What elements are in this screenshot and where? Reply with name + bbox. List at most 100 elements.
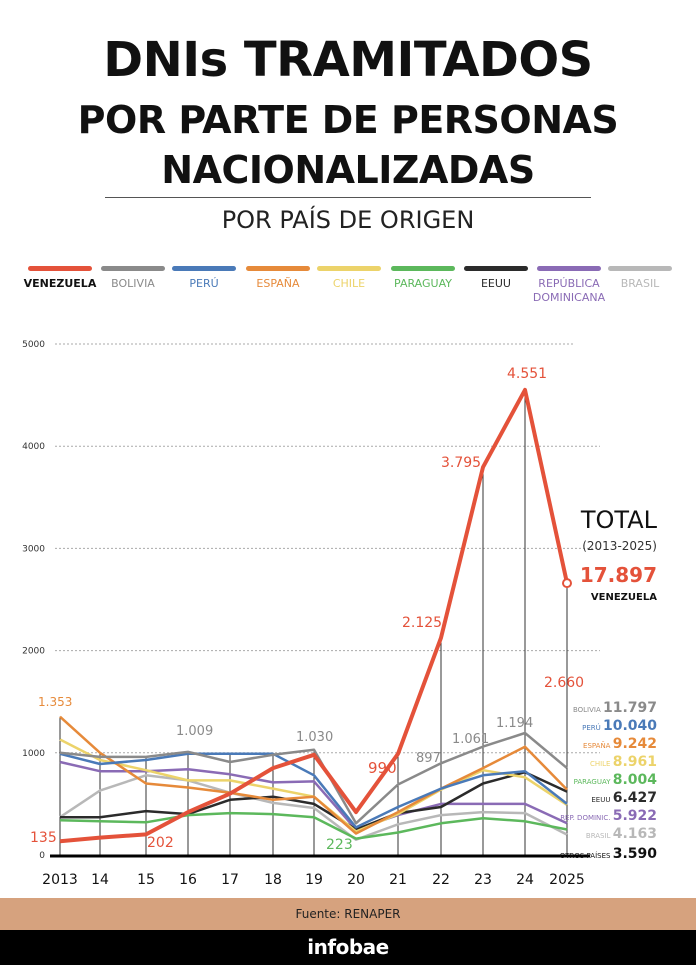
total-item-value: 8.961: [613, 754, 657, 770]
total-item: CHILE 8.961: [590, 754, 657, 770]
series-line-perú: [59, 752, 568, 829]
legend-swatch: [317, 266, 381, 271]
y-tick-label: 5000: [22, 340, 45, 350]
legend-item-república-dominicana: REPÚBLICA DOMINICANA: [529, 266, 609, 305]
total-venezuela-value: 17.897: [580, 563, 657, 587]
total-item: EEUU 6.427: [591, 790, 657, 806]
legend-swatch: [246, 266, 310, 271]
y-tick-label: 4000: [22, 442, 45, 452]
total-item-label: CHILE: [590, 760, 613, 768]
totals-title: TOTAL: [580, 506, 658, 534]
total-item-label: REP. DOMINIC.: [560, 814, 613, 822]
data-label: 4.551: [507, 366, 547, 382]
legend-item-bolivia: BOLIVIA: [93, 266, 173, 291]
total-item-value: 6.427: [613, 790, 657, 806]
total-item-label: BOLIVIA: [573, 706, 603, 714]
x-tick-label: 14: [91, 872, 109, 888]
y-tick-label: 0: [39, 851, 45, 861]
series-line-venezuela: [59, 387, 569, 844]
data-label: 3.795: [441, 455, 481, 471]
legend-swatch: [172, 266, 236, 271]
total-item: ESPAÑA 9.242: [583, 736, 657, 752]
x-tick-label: 15: [137, 872, 155, 888]
legend-label: PARAGUAY: [394, 277, 452, 290]
x-tick-label: 20: [347, 872, 365, 888]
data-label: 2.125: [402, 615, 442, 631]
total-item-value: 8.004: [613, 772, 658, 788]
total-item-value: 4.163: [613, 826, 657, 842]
legend-swatch: [464, 266, 528, 271]
data-label: 223: [326, 837, 353, 853]
source-note: Fuente: RENAPER: [0, 898, 696, 930]
series-line-brasil: [59, 774, 568, 841]
legend-item-venezuela: VENEZUELA: [20, 266, 100, 291]
venezuela-end-marker: [562, 578, 572, 589]
subtitle: POR PAÍS DE ORIGEN: [221, 206, 475, 234]
x-tick-label: 18: [264, 872, 282, 888]
total-item-value: 11.797: [603, 700, 657, 716]
y-tick-label: 2000: [22, 647, 45, 657]
series-line-bolivia: [59, 731, 568, 825]
total-item-label: OTROS PAÍSES: [560, 851, 613, 860]
legend-label: PERÚ: [189, 277, 219, 290]
legend-label: EEUU: [480, 277, 511, 290]
data-label: 897: [416, 751, 441, 766]
legend-swatch: [28, 266, 92, 271]
legend-swatch: [101, 266, 165, 271]
data-label: 1.061: [452, 732, 489, 747]
total-item-label: EEUU: [591, 796, 612, 804]
total-item-label: BRASIL: [586, 832, 613, 840]
legend-label: VENEZUELA: [23, 277, 97, 290]
brand-logo: infobae: [0, 930, 696, 965]
legend-swatch: [391, 266, 455, 271]
title-line-2: POR PARTE DE PERSONAS: [77, 98, 619, 142]
total-item-label: PARAGUAY: [574, 778, 613, 786]
total-item: PERÚ 10.040: [582, 718, 657, 734]
data-label: 1.353: [38, 695, 72, 709]
data-label: 135: [30, 830, 57, 846]
x-tick-label: 22: [432, 872, 450, 888]
total-item: BRASIL 4.163: [586, 826, 657, 842]
title-divider: [105, 197, 591, 198]
total-item-value: 5.922: [613, 808, 657, 824]
data-label: 1.009: [176, 724, 213, 739]
x-tick-label: 24: [516, 872, 534, 888]
legend-item-brasil: BRASIL: [600, 266, 680, 291]
total-item-value: 3.590: [613, 846, 658, 862]
totals-period: (2013-2025): [582, 539, 657, 553]
legend-label: REPÚBLICA DOMINICANA: [532, 277, 606, 304]
total-item-label: PERÚ: [582, 723, 603, 732]
x-tick-label: 2025: [549, 872, 585, 888]
data-label: 2.660: [544, 675, 584, 691]
legend-swatch: [537, 266, 601, 271]
y-tick-label: 3000: [22, 544, 45, 554]
title-line-3: NACIONALIZADAS: [161, 148, 535, 192]
total-item-label: ESPAÑA: [583, 741, 613, 750]
x-tick-label: 19: [305, 872, 323, 888]
series-line-eeuu: [60, 770, 568, 831]
series-line-paraguay: [59, 811, 568, 840]
total-item-value: 9.242: [613, 736, 657, 752]
title-line-1: DNIs TRAMITADOS: [103, 32, 593, 88]
legend-item-españa: ESPAÑA: [238, 266, 318, 291]
legend-item-chile: CHILE: [309, 266, 389, 291]
legend-item-paraguay: PARAGUAY: [383, 266, 463, 291]
x-tick-label: 2013: [42, 872, 78, 888]
legend-label: CHILE: [332, 277, 366, 290]
x-tick-label: 17: [221, 872, 239, 888]
data-label: 990: [368, 759, 397, 777]
total-item: PARAGUAY 8.004: [574, 772, 658, 788]
data-label: 1.030: [296, 730, 333, 745]
legend-label: ESPAÑA: [256, 277, 300, 290]
total-item: BOLIVIA 11.797: [573, 700, 657, 716]
series-line-españa: [59, 715, 568, 835]
total-item-value: 10.040: [603, 718, 657, 734]
data-label: 1.194: [496, 716, 533, 731]
total-venezuela-label: VENEZUELA: [591, 592, 657, 603]
legend-label: BRASIL: [620, 277, 660, 290]
legend-swatch: [608, 266, 672, 271]
legend-label: BOLIVIA: [111, 277, 155, 290]
x-tick-label: 16: [179, 872, 197, 888]
